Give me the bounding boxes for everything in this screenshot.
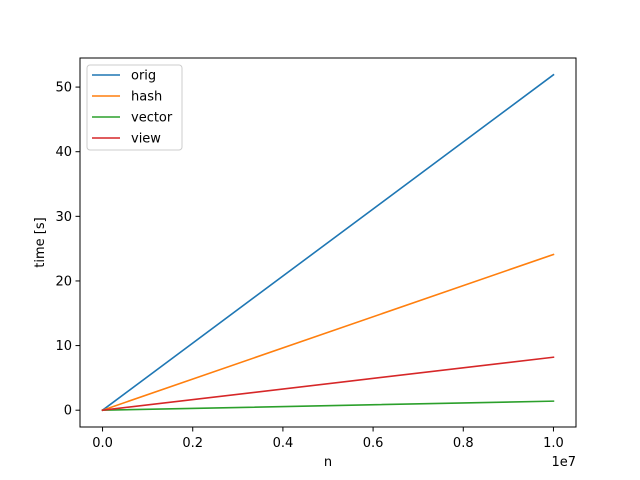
x-tick-label: 0.8 [453,436,474,451]
legend-label-hash: hash [131,90,162,105]
y-tick-label: 20 [55,274,72,289]
y-axis-label: time [s] [33,217,48,267]
series-line-vector [101,400,555,412]
x-axis-ticks: 0.0 0.2 0.4 0.6 0.8 1.0 [92,427,564,451]
series-line-view [101,356,555,412]
legend-label-orig: orig [131,69,156,84]
x-tick-label: 0.6 [363,436,384,451]
y-tick-label: 30 [55,210,72,225]
legend-box [86,64,183,151]
y-tick-label: 40 [55,145,72,160]
series-line-orig [101,73,555,412]
series-line-hash [101,253,555,412]
y-tick-label: 0 [64,404,72,419]
y-axis-ticks: 0 10 20 30 40 50 [55,81,80,419]
y-tick-label: 50 [55,81,72,96]
y-tick-label: 10 [55,339,72,354]
plot-frame [79,57,577,428]
x-tick-label: 0.0 [92,436,113,451]
legend-label-view: view [131,132,161,147]
x-tick-label: 0.2 [182,436,203,451]
legend: orig hash vector view [86,64,183,151]
x-axis-offset-label: 1e7 [551,455,576,470]
x-tick-label: 1.0 [543,436,564,451]
x-tick-label: 0.4 [273,436,294,451]
x-axis-label: n [324,455,332,470]
series-lines [101,73,555,412]
legend-label-vector: vector [131,111,173,126]
